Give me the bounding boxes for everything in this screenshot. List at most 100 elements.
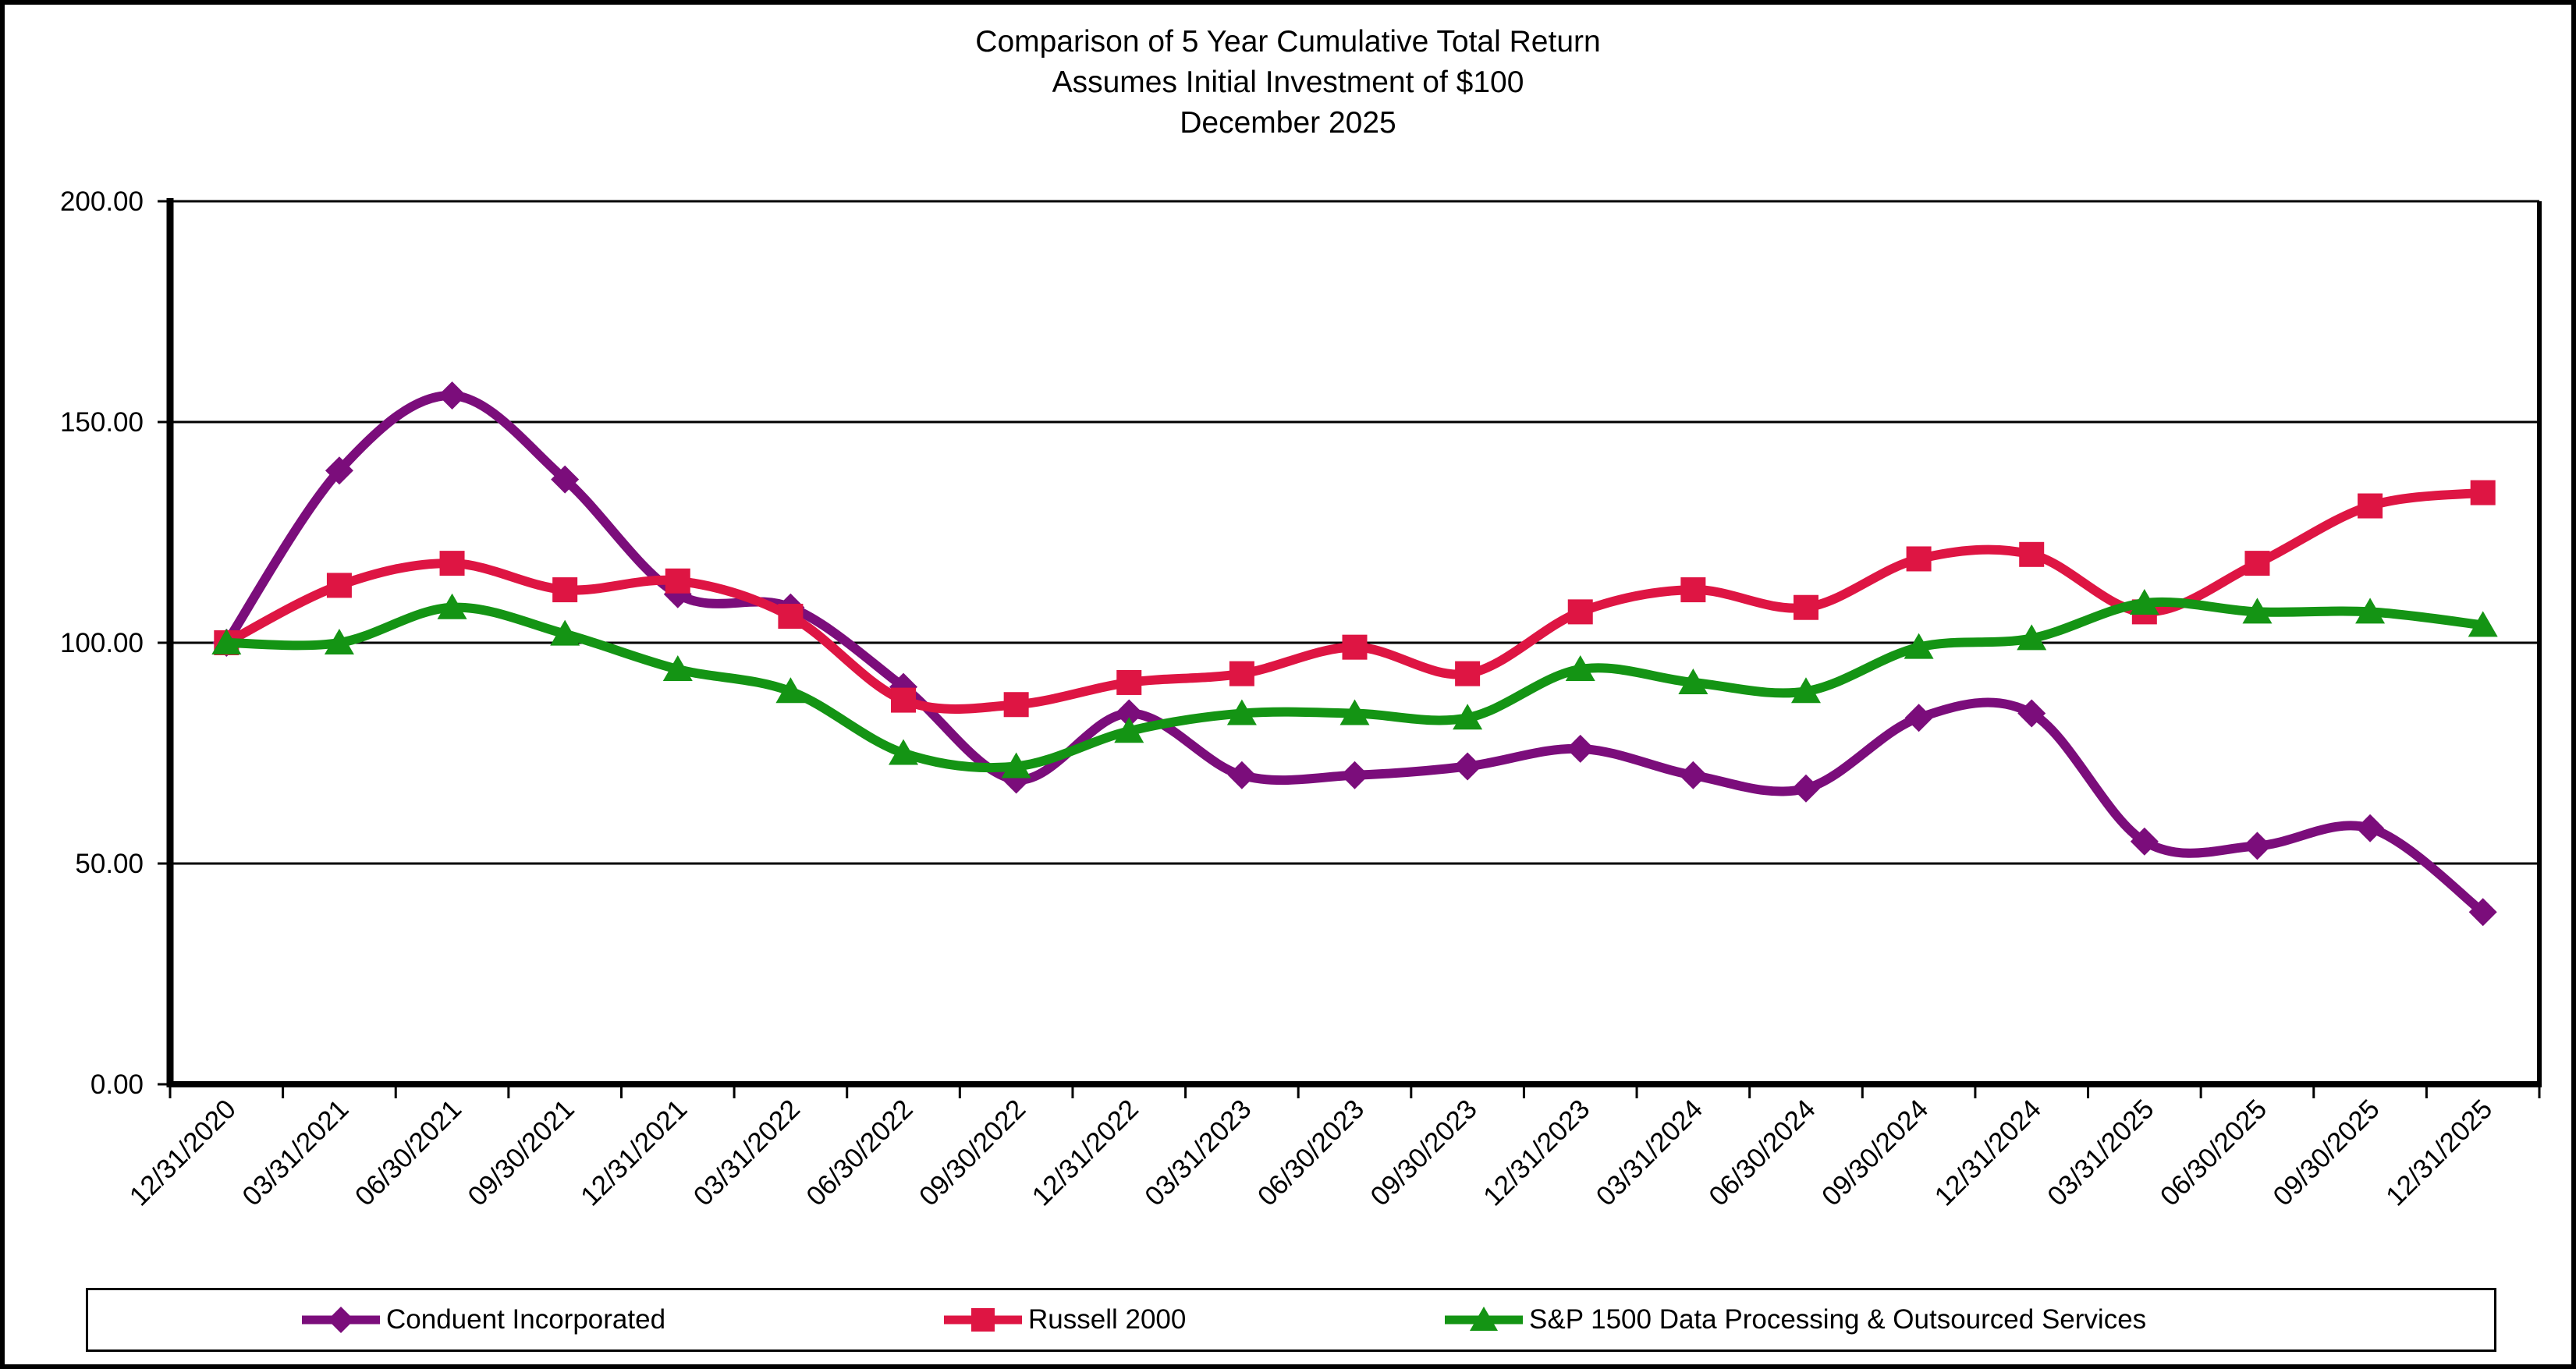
marker-diamond-conduent-incorporated	[2130, 827, 2159, 856]
marker-square-russell-2000	[2244, 551, 2270, 576]
marker-diamond-conduent-incorporated	[1566, 734, 1595, 763]
x-tick-label: 09/30/2025	[2267, 1094, 2385, 1211]
marker-square-russell-2000	[2019, 541, 2045, 567]
x-tick-label: 09/30/2023	[1364, 1094, 1482, 1211]
marker-triangle-s-p-1500-data-processing-outsourced-services	[775, 677, 806, 704]
legend-marker-triangle-icon	[1445, 1307, 1523, 1331]
triangle-icon	[1470, 1307, 1498, 1331]
diamond-icon	[328, 1307, 354, 1333]
marker-triangle-s-p-1500-data-processing-outsourced-services	[2017, 624, 2047, 651]
marker-square-russell-2000	[1342, 634, 1368, 660]
marker-diamond-conduent-incorporated	[325, 456, 353, 485]
legend-marker-square-icon	[944, 1308, 1022, 1332]
marker-diamond-conduent-incorporated	[1791, 774, 1820, 803]
x-tick-label: 03/31/2025	[2042, 1094, 2159, 1211]
marker-triangle-s-p-1500-data-processing-outsourced-services	[1453, 704, 1483, 730]
marker-square-russell-2000	[2470, 480, 2496, 505]
x-tick-label: 12/31/2025	[2380, 1094, 2498, 1211]
marker-diamond-conduent-incorporated	[2356, 814, 2385, 842]
marker-square-russell-2000	[1680, 577, 1706, 603]
marker-triangle-s-p-1500-data-processing-outsourced-services	[550, 619, 580, 646]
y-tick-label: 200.00	[60, 186, 144, 217]
marker-triangle-s-p-1500-data-processing-outsourced-services	[437, 593, 467, 619]
legend: Conduent Incorporated Russell 2000 S&P 150…	[86, 1288, 2496, 1352]
x-tick-label: 12/31/2023	[1478, 1094, 1595, 1211]
legend-label: Conduent Incorporated	[386, 1304, 666, 1335]
square-icon	[971, 1308, 995, 1332]
x-tick-label: 03/31/2024	[1591, 1094, 1708, 1211]
marker-square-russell-2000	[778, 604, 804, 630]
marker-diamond-conduent-incorporated	[2017, 699, 2046, 728]
x-tick-label: 12/31/2020	[124, 1094, 242, 1211]
plot-area: 0.0050.00100.00150.00200.0012/31/202003/…	[60, 186, 2542, 1212]
x-tick-label: 06/30/2021	[349, 1094, 467, 1211]
marker-triangle-s-p-1500-data-processing-outsourced-services	[1790, 677, 1821, 704]
y-tick-label: 0.00	[90, 1069, 144, 1100]
marker-triangle-s-p-1500-data-processing-outsourced-services	[1114, 717, 1144, 743]
legend-item-russell-2000: Russell 2000	[942, 1290, 1186, 1349]
marker-triangle-s-p-1500-data-processing-outsourced-services	[889, 739, 919, 765]
marker-triangle-s-p-1500-data-processing-outsourced-services	[1565, 654, 1595, 681]
marker-triangle-s-p-1500-data-processing-outsourced-services	[2129, 589, 2159, 615]
marker-diamond-conduent-incorporated	[2243, 832, 2272, 860]
marker-square-russell-2000	[1003, 692, 1029, 718]
marker-triangle-s-p-1500-data-processing-outsourced-services	[1001, 752, 1031, 778]
marker-diamond-conduent-incorporated	[1904, 704, 1933, 732]
marker-square-russell-2000	[1567, 599, 1593, 625]
x-tick-label: 06/30/2022	[800, 1094, 918, 1211]
series-s-p-1500-data-processing-outsourced-services	[211, 589, 2498, 778]
legend-item-conduent-incorporated: Conduent Incorporated	[300, 1290, 665, 1349]
x-tick-label: 03/31/2022	[688, 1094, 806, 1211]
marker-square-russell-2000	[1455, 661, 1481, 686]
marker-square-russell-2000	[665, 568, 690, 594]
marker-square-russell-2000	[2358, 493, 2383, 519]
x-tick-label: 06/30/2025	[2155, 1094, 2273, 1211]
marker-diamond-conduent-incorporated	[1115, 699, 1144, 728]
series-line-conduent-incorporated	[222, 391, 2488, 917]
x-tick-label: 12/31/2024	[1928, 1094, 2046, 1211]
marker-square-russell-2000	[439, 551, 465, 576]
marker-square-russell-2000	[1229, 661, 1254, 686]
marker-triangle-s-p-1500-data-processing-outsourced-services	[1226, 699, 1257, 725]
marker-diamond-conduent-incorporated	[1227, 761, 1256, 789]
marker-triangle-s-p-1500-data-processing-outsourced-services	[324, 629, 354, 654]
marker-square-russell-2000	[1906, 546, 1932, 572]
x-tick-label: 12/31/2022	[1026, 1094, 1144, 1211]
legend-marker-diamond-icon	[302, 1307, 380, 1333]
marker-square-russell-2000	[891, 687, 917, 713]
marker-diamond-conduent-incorporated	[551, 465, 580, 494]
x-tick-label: 09/30/2022	[914, 1094, 1031, 1211]
marker-square-russell-2000	[326, 573, 352, 598]
chart-title-line3: December 2025	[1180, 106, 1396, 140]
marker-diamond-conduent-incorporated	[2468, 898, 2497, 927]
x-tick-label: 09/30/2024	[1816, 1094, 1934, 1211]
chart-title-line1: Comparison of 5 Year Cumulative Total Re…	[975, 25, 1601, 59]
marker-diamond-conduent-incorporated	[1340, 761, 1369, 789]
marker-diamond-conduent-incorporated	[1679, 761, 1708, 789]
x-tick-label: 03/31/2021	[236, 1094, 354, 1211]
marker-square-russell-2000	[1116, 669, 1142, 695]
x-tick-label: 06/30/2024	[1703, 1094, 1821, 1211]
legend-item-s-p-1500-data-processing-outsourced-services: S&P 1500 Data Processing & Outsourced Se…	[1443, 1290, 2146, 1349]
x-tick-label: 09/30/2021	[462, 1094, 580, 1211]
series-russell-2000	[214, 480, 2496, 718]
marker-triangle-s-p-1500-data-processing-outsourced-services	[2355, 598, 2386, 624]
marker-triangle-s-p-1500-data-processing-outsourced-services	[1339, 699, 1370, 725]
x-tick-label: 06/30/2023	[1252, 1094, 1370, 1211]
marker-triangle-s-p-1500-data-processing-outsourced-services	[1678, 668, 1708, 694]
x-tick-label: 12/31/2021	[575, 1094, 693, 1211]
marker-diamond-conduent-incorporated	[1453, 752, 1482, 781]
marker-diamond-conduent-incorporated	[438, 381, 467, 410]
marker-triangle-s-p-1500-data-processing-outsourced-services	[211, 629, 242, 654]
marker-triangle-s-p-1500-data-processing-outsourced-services	[1904, 633, 1934, 659]
y-tick-label: 50.00	[75, 849, 144, 879]
y-tick-label: 150.00	[60, 407, 144, 438]
marker-triangle-s-p-1500-data-processing-outsourced-services	[662, 654, 693, 681]
marker-square-russell-2000	[552, 577, 578, 603]
marker-triangle-s-p-1500-data-processing-outsourced-services	[2468, 611, 2498, 637]
chart-title-block: Comparison of 5 Year Cumulative Total Re…	[5, 22, 2571, 144]
y-tick-label: 100.00	[60, 628, 144, 658]
legend-label: S&P 1500 Data Processing & Outsourced Se…	[1529, 1304, 2147, 1335]
x-tick-label: 03/31/2023	[1139, 1094, 1257, 1211]
